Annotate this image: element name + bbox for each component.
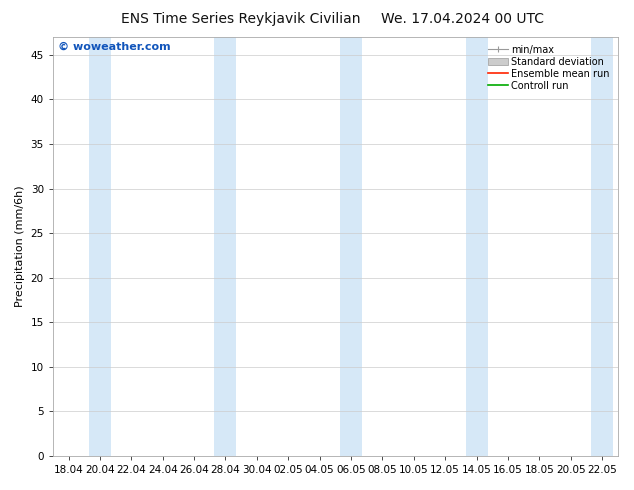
Bar <box>465 37 488 456</box>
Text: We. 17.04.2024 00 UTC: We. 17.04.2024 00 UTC <box>381 12 545 26</box>
Text: © woweather.com: © woweather.com <box>58 41 171 51</box>
Legend: min/max, Standard deviation, Ensemble mean run, Controll run: min/max, Standard deviation, Ensemble me… <box>485 42 613 94</box>
Bar <box>214 37 236 456</box>
Text: ENS Time Series Reykjavik Civilian: ENS Time Series Reykjavik Civilian <box>121 12 361 26</box>
Bar <box>591 37 613 456</box>
Bar <box>89 37 111 456</box>
Bar <box>340 37 362 456</box>
Y-axis label: Precipitation (mm/6h): Precipitation (mm/6h) <box>15 186 25 307</box>
